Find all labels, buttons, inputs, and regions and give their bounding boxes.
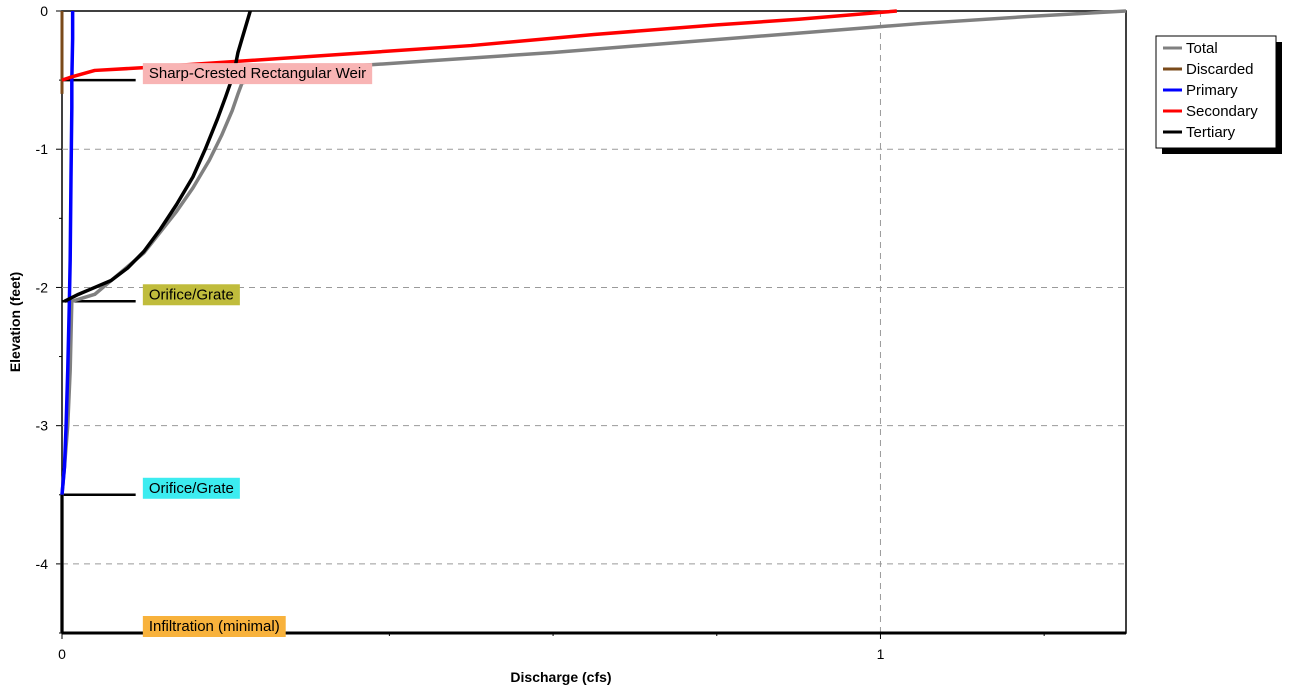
plot-frame: [61, 10, 1127, 634]
series-line-primary: [60, 11, 75, 495]
annotation-label: Infiltration (minimal): [149, 618, 280, 635]
series-line-total: [60, 9, 1127, 633]
series-line-tertiary: [63, 10, 252, 303]
annotation-label-bg: [142, 63, 373, 85]
x-tick-label: 1: [877, 646, 885, 662]
y-tick-label: 0: [40, 3, 48, 19]
annotation-label: Sharp-Crested Rectangular Weir: [149, 65, 366, 82]
y-tick-label: -2: [36, 279, 49, 295]
annotation-label: Orifice/Grate: [149, 480, 234, 497]
legend-label-secondary: Secondary: [1186, 103, 1258, 120]
series-line-secondary: [61, 9, 897, 82]
legend-label-primary: Primary: [1186, 82, 1238, 99]
annotation-label-bg: [142, 616, 286, 637]
annotation-label-bg: [142, 284, 240, 306]
y-tick-label: -4: [36, 556, 49, 572]
legend-label-discarded: Discarded: [1186, 61, 1254, 78]
legend-label-total: Total: [1186, 40, 1218, 57]
legend-box: [1155, 35, 1277, 149]
annotation-label: Orifice/Grate: [149, 286, 234, 303]
legend-label-tertiary: Tertiary: [1186, 124, 1236, 141]
y-tick-label: -1: [36, 141, 49, 157]
x-tick-label: 0: [58, 646, 66, 662]
annotation-label-bg: [142, 477, 240, 499]
x-axis-title: Discharge (cfs): [510, 669, 611, 685]
y-tick-label: -3: [36, 418, 49, 434]
y-axis-title: Elevation (feet): [7, 272, 23, 372]
